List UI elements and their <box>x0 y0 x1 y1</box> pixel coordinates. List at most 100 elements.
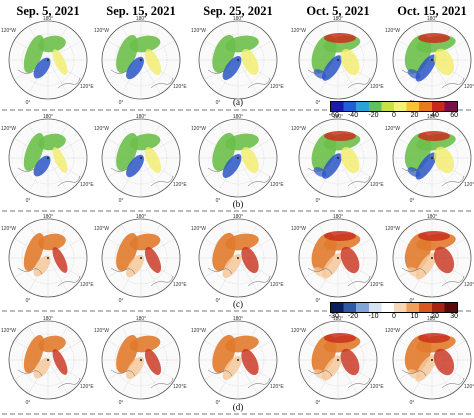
meridian-line <box>140 359 161 394</box>
colorbar-1-tick: 40 <box>431 112 439 119</box>
ice-patch <box>33 57 51 79</box>
coastline <box>307 167 333 175</box>
ice-patch <box>322 253 342 279</box>
map-label: 120°E <box>464 182 474 188</box>
meridian-line <box>47 157 68 192</box>
meridian-line <box>337 257 358 292</box>
coastline <box>207 267 233 275</box>
map-label: 120°W <box>191 226 206 232</box>
pole-marker <box>431 59 433 61</box>
ice-patch <box>433 348 455 376</box>
coastline <box>441 275 465 287</box>
map-label: 120°E <box>80 182 94 188</box>
coastline <box>110 167 136 175</box>
ice-patch <box>241 246 259 274</box>
coastline <box>150 275 174 287</box>
map-label: 180° <box>233 16 243 22</box>
meridian-line <box>237 359 258 394</box>
map-label: 120°W <box>385 126 400 132</box>
map-label: 180° <box>136 16 146 22</box>
ice-patch <box>418 333 450 343</box>
pole-marker <box>431 359 433 361</box>
coastline <box>17 69 43 77</box>
colorbar-2-tick: -30 <box>328 313 339 320</box>
ice-patch <box>324 333 356 343</box>
meridian-line <box>431 359 452 394</box>
ice-patch <box>126 356 144 380</box>
pole-marker <box>47 157 49 159</box>
ice-patch <box>33 357 51 379</box>
map-label: 120°W <box>291 328 306 334</box>
ice-patch <box>433 48 455 76</box>
coastline <box>247 377 271 389</box>
map-label: 120°E <box>173 182 187 188</box>
coastline <box>207 167 233 175</box>
meridian-line <box>337 359 358 394</box>
map-label: 0° <box>119 100 124 106</box>
polar-map: 180° 120°W 120°E 0° <box>291 316 384 406</box>
ice-patch <box>129 35 161 53</box>
coastline <box>57 175 81 187</box>
ice-patch <box>340 348 360 376</box>
pole-marker <box>431 157 433 159</box>
ice-patch <box>322 355 342 381</box>
pole-marker <box>337 359 339 361</box>
map-label: 180° <box>43 114 53 120</box>
map-label: 0° <box>410 298 415 304</box>
ice-patch <box>126 154 144 178</box>
ice-patch <box>241 146 259 174</box>
map-label: 120°W <box>94 226 109 232</box>
map-label: 180° <box>233 214 243 220</box>
map-label: 0° <box>316 400 321 406</box>
ice-patch <box>418 131 450 141</box>
ice-patch <box>340 48 360 76</box>
ice-patch <box>129 133 161 151</box>
coastline <box>247 175 271 187</box>
column-header-1: Sep. 5, 2021 <box>16 4 80 18</box>
map-label: 180° <box>333 316 343 322</box>
pole-marker <box>140 59 142 61</box>
map-label: 120°E <box>370 384 384 390</box>
column-header-5: Oct. 15, 2021 <box>397 4 467 18</box>
coastline <box>307 69 333 77</box>
colorbar-2-tick: -20 <box>347 313 359 320</box>
ice-patch <box>52 147 68 173</box>
meridian-line <box>47 59 68 94</box>
ice-patch <box>324 231 356 241</box>
coastline <box>247 77 271 89</box>
map-label: 0° <box>216 298 221 304</box>
colorbar-2-tick: 10 <box>410 313 419 320</box>
ice-patch <box>144 349 162 375</box>
coastline <box>57 377 81 389</box>
ice-patch <box>38 335 66 353</box>
pole-marker <box>140 359 142 361</box>
map-label: 120°W <box>291 226 306 232</box>
colorbar-1 <box>330 101 458 112</box>
coastline <box>247 275 271 287</box>
meridian-line <box>140 157 161 192</box>
map-label: 180° <box>333 16 343 22</box>
map-label: 120°W <box>1 28 16 34</box>
coastline <box>347 77 371 89</box>
map-label: 120°E <box>464 282 474 288</box>
coastline <box>17 369 43 377</box>
map-label: 120°W <box>385 328 400 334</box>
meridian-line <box>431 257 452 292</box>
coastline <box>347 275 371 287</box>
pole-marker <box>237 257 239 259</box>
ice-patch <box>126 56 144 80</box>
ice-patch <box>340 146 360 174</box>
colorbar-1-tick: -20 <box>368 112 379 119</box>
ice-patch <box>222 154 242 178</box>
column-header-4: Oct. 5, 2021 <box>306 4 370 18</box>
